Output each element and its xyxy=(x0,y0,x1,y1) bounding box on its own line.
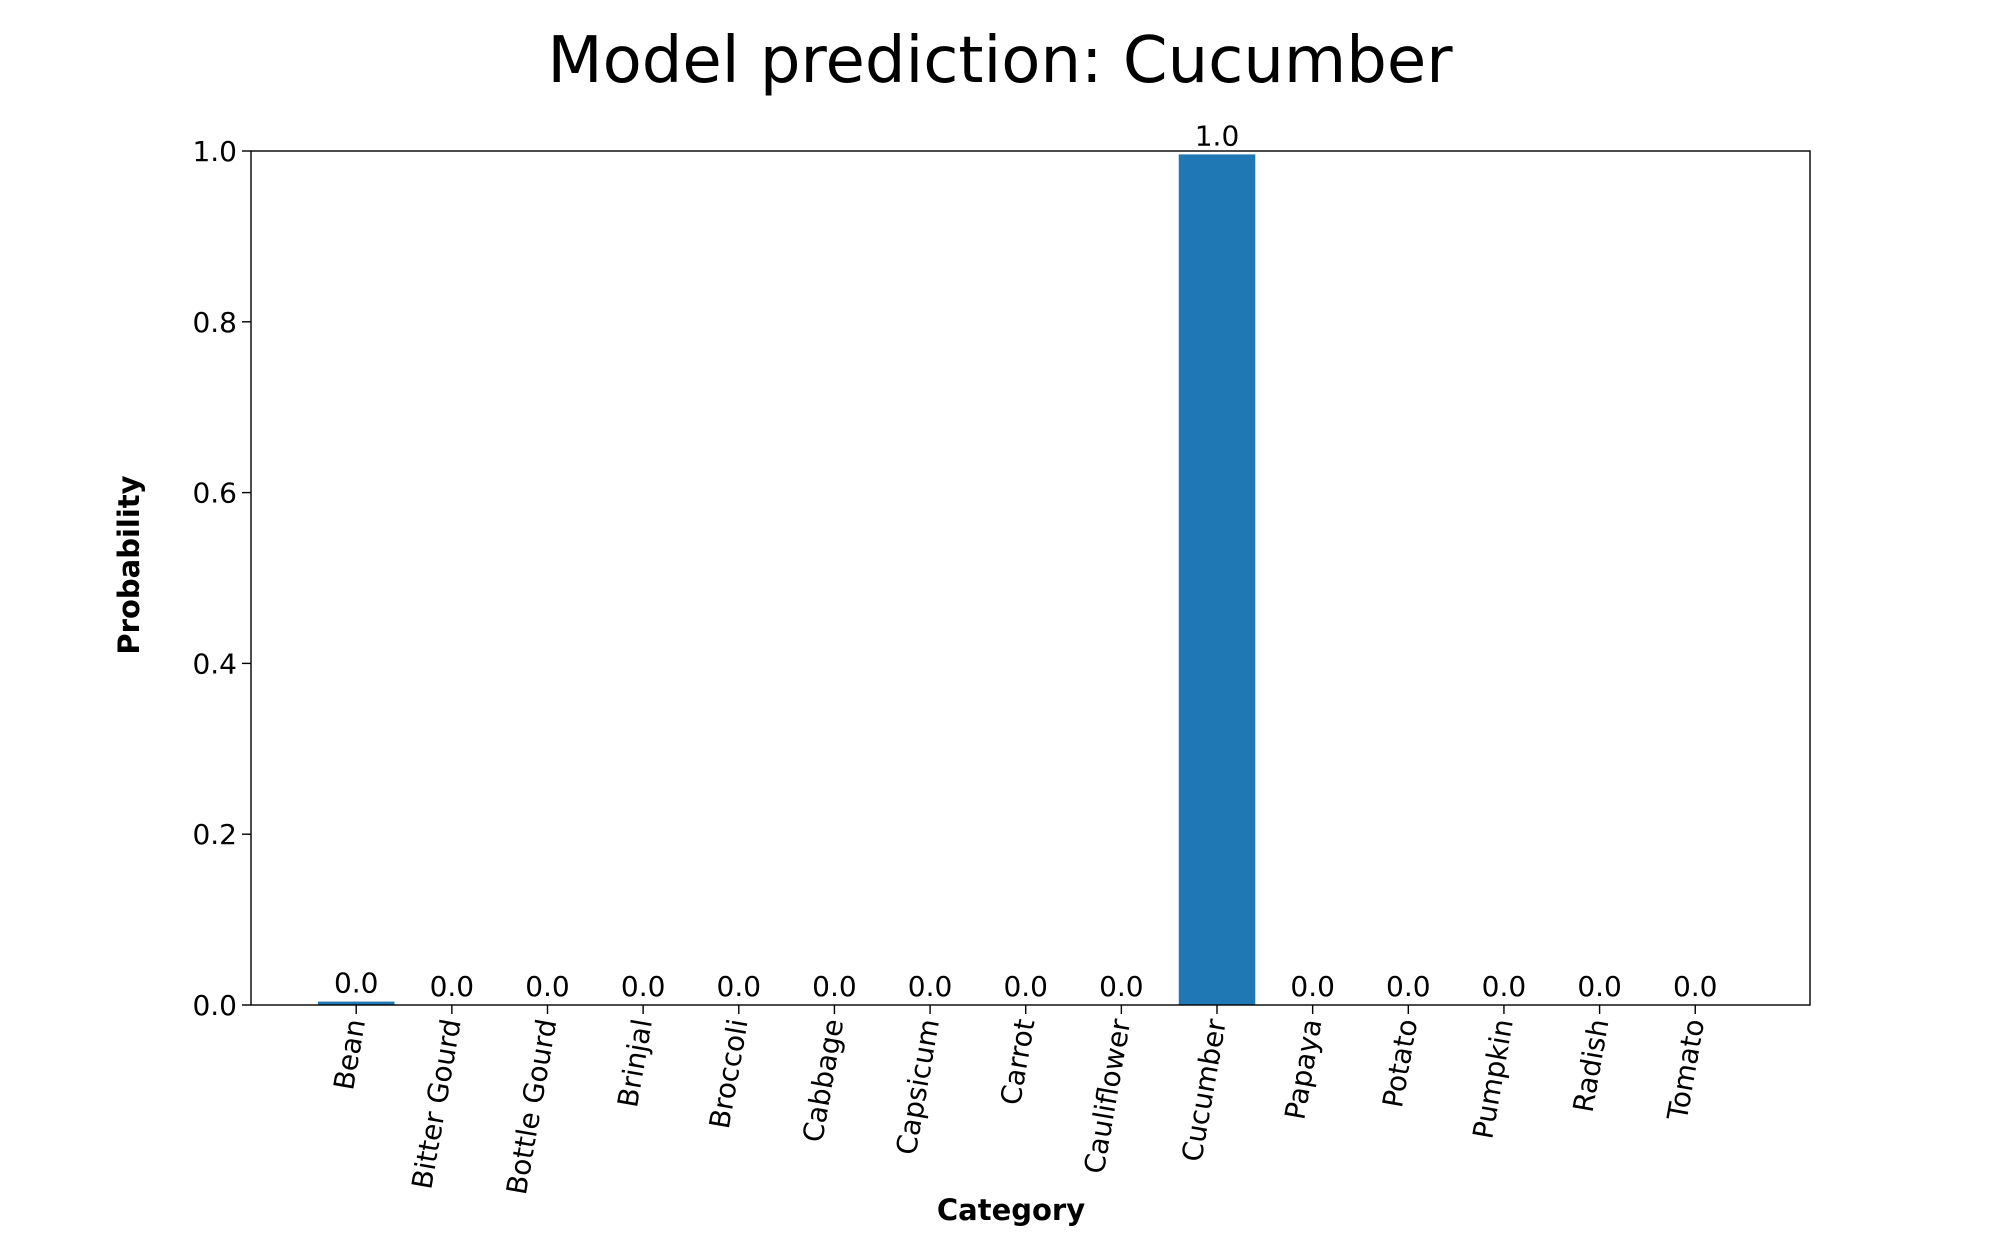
x-tick-label: Cabbage xyxy=(796,1016,850,1144)
bar xyxy=(1178,154,1256,1005)
x-tick-label: Cucumber xyxy=(1175,1016,1233,1164)
bar-value-label: 0.0 xyxy=(430,970,475,1003)
x-tick-label: Carrot xyxy=(994,1016,1042,1107)
bar-value-label: 0.0 xyxy=(1290,970,1335,1003)
bar xyxy=(317,1001,395,1005)
bar-value-label: 1.0 xyxy=(1195,119,1240,152)
plot-area: 0.0 0.2 0.4 0.6 0.8 1.0 Bean 0.0 Bitter Gourd 0.0… xyxy=(192,119,1811,1197)
x-tick-label: Potato xyxy=(1376,1016,1424,1110)
axes-frame xyxy=(250,150,1811,1006)
bar-value-label: 0.0 xyxy=(1673,970,1718,1003)
y-tick-label: 0.6 xyxy=(192,477,237,510)
x-tick-label: Bitter Gourd xyxy=(405,1016,467,1191)
x-tick-label: Pumpkin xyxy=(1466,1016,1519,1141)
x-tick-label: Papaya xyxy=(1278,1016,1328,1122)
y-tick-label: 1.0 xyxy=(192,135,237,168)
bar-value-label: 0.0 xyxy=(1577,970,1622,1003)
chart-title: Model prediction: Cucumber xyxy=(547,24,1453,98)
x-tick-label: Bottle Gourd xyxy=(500,1016,563,1197)
x-tick-label: Radish xyxy=(1567,1016,1616,1114)
bar-value-label: 0.0 xyxy=(525,970,570,1003)
bar-value-label: 0.0 xyxy=(717,970,762,1003)
bar-value-label: 0.0 xyxy=(1099,970,1144,1003)
x-tick-label: Bean xyxy=(327,1016,372,1092)
x-axis-title: Category xyxy=(937,1193,1085,1227)
bar-value-label: 0.0 xyxy=(1003,970,1048,1003)
y-tick-label: 0.0 xyxy=(192,989,237,1022)
x-tick-label: Cauliflower xyxy=(1078,1016,1138,1176)
y-tick-label: 0.8 xyxy=(192,306,237,339)
x-tick-label: Capsicum xyxy=(890,1016,946,1157)
bar-value-label: 0.0 xyxy=(621,970,666,1003)
y-axis-title: Probability xyxy=(112,475,146,654)
y-tick-label: 0.2 xyxy=(192,818,237,851)
bar-value-label: 0.0 xyxy=(334,967,379,1000)
y-tick-label: 0.4 xyxy=(192,647,237,680)
x-tick-label: Broccoli xyxy=(703,1016,755,1131)
x-tick-label: Brinjal xyxy=(611,1016,659,1109)
bar-value-label: 0.0 xyxy=(908,970,953,1003)
x-tick-label: Tomato xyxy=(1661,1016,1711,1123)
bar-value-label: 0.0 xyxy=(1386,970,1431,1003)
bar-value-label: 0.0 xyxy=(812,970,857,1003)
bar-value-label: 0.0 xyxy=(1482,970,1527,1003)
